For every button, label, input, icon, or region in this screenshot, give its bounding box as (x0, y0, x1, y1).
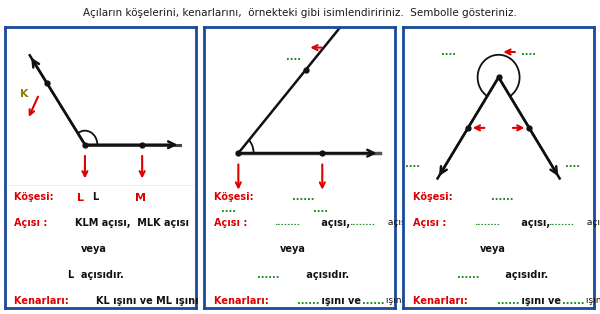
Text: ışını: ışını (383, 296, 404, 305)
Text: veya: veya (479, 244, 505, 254)
Text: ........: ........ (275, 218, 301, 227)
Text: ......: ...... (257, 270, 280, 280)
Text: Açısı :: Açısı : (14, 218, 51, 228)
Text: ....: .... (442, 47, 457, 57)
Text: veya: veya (280, 244, 306, 254)
Text: ......: ...... (457, 270, 479, 280)
Text: ......: ...... (362, 296, 385, 306)
Text: Açısı :: Açısı : (214, 218, 250, 228)
Text: ışını ve: ışını ve (319, 296, 365, 306)
Text: Köşesi:: Köşesi: (413, 192, 456, 203)
Text: ....: .... (313, 204, 328, 214)
Text: ....: .... (405, 159, 420, 169)
Text: ......: ...... (292, 192, 314, 203)
Text: L: L (77, 193, 85, 203)
Text: açısı: açısı (584, 218, 600, 227)
Text: Açısı :: Açısı : (413, 218, 449, 228)
Text: ......: ...... (491, 192, 514, 203)
Text: ........: ........ (349, 218, 375, 227)
Text: ....: .... (286, 52, 301, 62)
Text: M: M (134, 193, 146, 203)
Text: KL ışını ve ML ışını: KL ışını ve ML ışını (97, 296, 199, 306)
Text: Kenarları:: Kenarları: (214, 296, 272, 306)
Text: ....: .... (221, 204, 236, 214)
Text: ışını: ışını (583, 296, 600, 305)
Text: Açıların köşelerini, kenarlarını,  örnekteki gibi isimlendiririniz.  Sembolle gö: Açıların köşelerini, kenarlarını, örnekt… (83, 8, 517, 18)
Text: ....: .... (565, 159, 580, 169)
Text: KLM açısı,  MLK açısı: KLM açısı, MLK açısı (76, 218, 190, 228)
Text: L  açısıdır.: L açısıdır. (68, 270, 124, 280)
Text: Köşesi:: Köşesi: (14, 192, 58, 203)
Text: ........: ........ (548, 218, 574, 227)
Text: K: K (20, 89, 29, 99)
Text: açısıdır.: açısıdır. (303, 270, 349, 280)
Text: ışını ve: ışını ve (518, 296, 564, 306)
Text: ......: ...... (562, 296, 584, 306)
Text: açısı: açısı (385, 218, 409, 227)
Text: Kenarları:: Kenarları: (413, 296, 471, 306)
Text: ....: .... (521, 47, 536, 57)
Text: veya: veya (81, 244, 107, 254)
Text: ........: ........ (474, 218, 500, 227)
Text: Köşesi:: Köşesi: (214, 192, 257, 203)
Text: açısı,: açısı, (518, 218, 553, 228)
Text: Kenarları:: Kenarları: (14, 296, 73, 306)
Text: ......: ...... (298, 296, 320, 306)
Text: açısıdır.: açısıdır. (502, 270, 548, 280)
Text: ......: ...... (497, 296, 519, 306)
Text: açısı,: açısı, (319, 218, 354, 228)
Text: L: L (92, 192, 99, 203)
